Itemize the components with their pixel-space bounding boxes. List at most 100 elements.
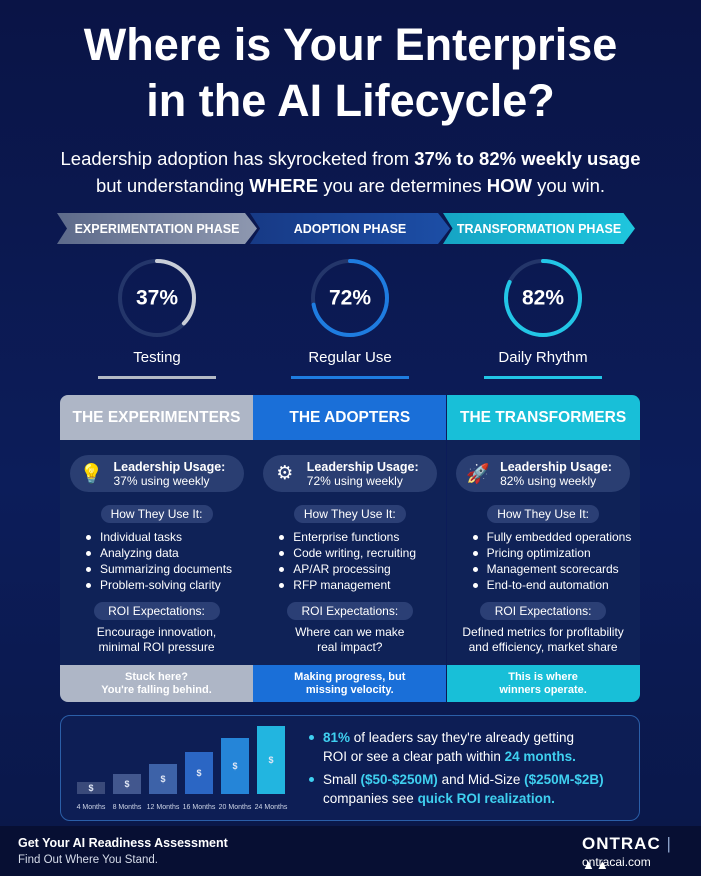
stats-panel: $4 Months $8 Months $12 Months $16 Months $2… xyxy=(60,715,640,821)
subtitle-emphasis: HOW xyxy=(486,175,532,196)
text: and Mid-Size xyxy=(437,772,525,787)
bar-label: 20 Months xyxy=(218,804,252,811)
bar-label: 8 Months xyxy=(112,804,142,811)
footer: Get Your AI Readiness Assessment Find Ou… xyxy=(0,826,701,876)
bar-label: 24 Months xyxy=(254,804,288,811)
column-title: THE ADOPTERS xyxy=(253,395,447,440)
growth-bar: $ xyxy=(149,764,177,794)
column: THE ADOPTERS ⚙ Leadership Usage: 72% using … xyxy=(253,395,447,702)
cta-subtitle: Find Out Where You Stand. xyxy=(18,854,159,866)
column-title: THE EXPERIMENTERS xyxy=(60,395,253,440)
bar-symbol: $ xyxy=(196,768,202,778)
use-list: Individual tasks Analyzing data Summarizin… xyxy=(86,529,232,593)
usage-pill: 🚀 Leadership Usage: 82% using weekly xyxy=(456,455,631,492)
footer-line: winners operate. xyxy=(499,683,587,696)
line: 81% of leaders say they're already getti… xyxy=(323,728,576,747)
subtitle-text: Leadership adoption has skyrocketed from xyxy=(60,148,415,169)
bar-label: 4 Months xyxy=(76,804,106,811)
footer-line: Stuck here? xyxy=(125,670,188,683)
subtitle-line: but understanding WHERE you are determin… xyxy=(0,173,701,199)
ring-arc xyxy=(118,259,196,337)
footer-line: missing velocity. xyxy=(305,683,394,696)
ring-label: 72% xyxy=(329,287,371,310)
phase-label: Daily Rhythm xyxy=(498,349,588,366)
column-footer: Making progress, but missing velocity. xyxy=(253,665,447,702)
brand: ONTRAC | ▲▲ xyxy=(582,834,672,872)
brand-name: ONTRAC xyxy=(582,834,661,853)
column: THE EXPERIMENTERS 💡 Leadership Usage: 37% u… xyxy=(60,395,253,702)
roi-heading: ROI Expectations: xyxy=(480,602,607,620)
phase-banner: ADOPTION PHASE xyxy=(250,213,450,244)
highlight: 81% xyxy=(323,730,351,745)
roi-text: Encourage innovation, minimal ROI pressur… xyxy=(60,625,253,655)
roi-line: Encourage innovation, xyxy=(96,625,217,639)
title-line: Where is Your Enterprise xyxy=(83,19,618,70)
use-item: Management scorecards xyxy=(473,561,632,577)
progress-ring: 37% xyxy=(118,259,196,337)
usage-text: Leadership Usage: 82% using weekly xyxy=(500,460,612,488)
subtitle-text: but understanding xyxy=(95,175,250,196)
use-item: End-to-end automation xyxy=(473,577,632,593)
stat-bullet: Small ($50-$250M) and Mid-Size ($250M-$2… xyxy=(309,770,604,808)
roi-text: Defined metrics for profitability and eff… xyxy=(447,625,640,655)
phase-underline xyxy=(98,376,216,379)
subtitle-emphasis: 37% to 82% weekly usage xyxy=(414,148,641,169)
bar-symbol: $ xyxy=(232,761,238,771)
column-footer: This is where winners operate. xyxy=(446,665,640,702)
cta-title[interactable]: Get Your AI Readiness Assessment xyxy=(18,836,228,850)
stat-bullet: 81% of leaders say they're already getti… xyxy=(309,728,576,766)
url[interactable]: ontracai.com xyxy=(582,855,651,869)
roi-line: and efficiency, market share xyxy=(468,640,618,654)
phase-underline xyxy=(291,376,409,379)
growth-bar: $ xyxy=(113,774,141,794)
usage-text: Leadership Usage: 37% using weekly xyxy=(114,460,226,488)
line: ROI or see a clear path within 24 months… xyxy=(323,747,576,766)
growth-chart: $4 Months $8 Months $12 Months $16 Months $2… xyxy=(75,716,295,820)
use-list: Fully embedded operations Pricing optimiz… xyxy=(473,529,632,593)
line: Small ($50-$250M) and Mid-Size ($250M-$2… xyxy=(323,770,604,789)
roi-text: Where can we make real impact? xyxy=(253,625,446,655)
roi-line: Where can we make xyxy=(295,625,405,639)
usage-label: Leadership Usage: xyxy=(306,459,419,474)
bar-symbol: $ xyxy=(268,755,274,765)
usage-label: Leadership Usage: xyxy=(500,459,612,474)
use-item: Problem-solving clarity xyxy=(86,577,232,593)
use-item: AP/AR processing xyxy=(279,561,416,577)
subtitle-text: you are determines xyxy=(318,175,487,196)
footer-line: Making progress, but xyxy=(294,670,406,683)
text: Small xyxy=(323,772,361,787)
phase-banner: EXPERIMENTATION PHASE xyxy=(57,213,257,244)
use-item: Fully embedded operations xyxy=(473,529,632,545)
phase-label: Testing xyxy=(133,349,181,366)
usage-text: Leadership Usage: 72% using weekly xyxy=(307,460,419,488)
ring-label: 37% xyxy=(136,287,178,310)
footer-line: This is where xyxy=(508,670,578,683)
bar-symbol: $ xyxy=(88,783,94,793)
subtitle-line: Leadership adoption has skyrocketed from… xyxy=(0,146,701,172)
roi-line: minimal ROI pressure xyxy=(98,640,215,654)
usage-value: 82% using weekly xyxy=(500,473,597,488)
highlight: quick ROI realization. xyxy=(417,791,555,806)
progress-ring: 72% xyxy=(311,259,389,337)
how-heading: How They Use It: xyxy=(100,505,213,523)
title-line: in the AI Lifecycle? xyxy=(146,75,555,126)
subtitle-emphasis: WHERE xyxy=(249,175,319,196)
progress-ring: 82% xyxy=(504,259,582,337)
usage-icon: ⚙ xyxy=(276,463,294,484)
growth-bar: $ xyxy=(257,726,285,794)
growth-bar: $ xyxy=(221,738,249,794)
use-item: Individual tasks xyxy=(86,529,232,545)
use-item: Summarizing documents xyxy=(86,561,232,577)
roi-heading: ROI Expectations: xyxy=(93,602,220,620)
highlight: ($50-$250M) xyxy=(360,772,438,787)
roi-line: Defined metrics for profitability xyxy=(462,625,624,639)
bar-label: 12 Months xyxy=(146,804,180,811)
phase-banner: TRANSFORMATION PHASE xyxy=(443,213,635,244)
usage-icon: 💡 xyxy=(79,463,104,485)
column-footer: Stuck here? You're falling behind. xyxy=(60,665,253,702)
bar-label: 16 Months xyxy=(182,804,216,811)
text: ROI or see a clear path within xyxy=(323,749,505,764)
growth-bar: $ xyxy=(185,752,213,794)
text: companies see xyxy=(323,791,418,806)
use-item: RFP management xyxy=(279,577,416,593)
